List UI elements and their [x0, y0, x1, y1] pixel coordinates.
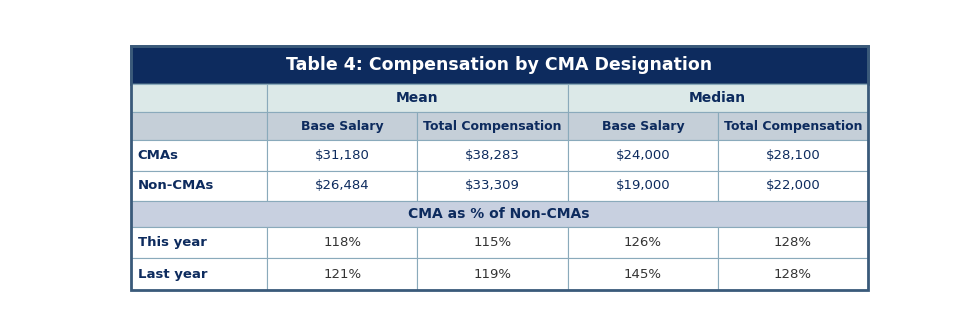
Bar [418, 112, 568, 140]
Bar [267, 258, 418, 290]
Bar [568, 140, 718, 170]
Text: 128%: 128% [773, 236, 811, 249]
Text: $38,283: $38,283 [466, 149, 520, 162]
Text: This year: This year [137, 236, 206, 249]
Text: $33,309: $33,309 [466, 179, 520, 192]
Bar [131, 46, 868, 84]
Bar [568, 84, 868, 112]
Bar [267, 112, 418, 140]
Bar [718, 170, 868, 201]
Bar [568, 112, 718, 140]
Text: $22,000: $22,000 [766, 179, 820, 192]
Bar [267, 84, 568, 112]
Bar [568, 227, 718, 258]
Bar [131, 170, 267, 201]
Bar [418, 227, 568, 258]
Bar [718, 140, 868, 170]
Text: 118%: 118% [323, 236, 361, 249]
Text: $26,484: $26,484 [315, 179, 369, 192]
Text: 115%: 115% [473, 236, 511, 249]
Text: 128%: 128% [773, 268, 811, 281]
Text: CMAs: CMAs [137, 149, 178, 162]
Bar [131, 258, 267, 290]
Bar [418, 140, 568, 170]
Text: $31,180: $31,180 [315, 149, 370, 162]
Bar [131, 201, 868, 227]
Bar [718, 258, 868, 290]
Bar [267, 140, 418, 170]
Bar [131, 227, 267, 258]
Bar [568, 258, 718, 290]
Bar [267, 170, 418, 201]
Text: Total Compensation: Total Compensation [424, 120, 562, 133]
Text: Non-CMAs: Non-CMAs [137, 179, 214, 192]
Text: Last year: Last year [137, 268, 207, 281]
Text: CMA as % of Non-CMAs: CMA as % of Non-CMAs [408, 207, 590, 221]
Text: Table 4: Compensation by CMA Designation: Table 4: Compensation by CMA Designation [286, 56, 712, 74]
Text: $24,000: $24,000 [616, 149, 670, 162]
Text: Base Salary: Base Salary [301, 120, 384, 133]
Text: 119%: 119% [473, 268, 511, 281]
Text: $28,100: $28,100 [766, 149, 820, 162]
Text: Total Compensation: Total Compensation [724, 120, 862, 133]
Text: $19,000: $19,000 [616, 179, 670, 192]
Bar [568, 170, 718, 201]
Bar [131, 84, 267, 112]
Bar [418, 170, 568, 201]
Text: Median: Median [689, 91, 746, 105]
Bar [267, 227, 418, 258]
Text: 145%: 145% [623, 268, 662, 281]
Bar [718, 112, 868, 140]
Bar [131, 140, 267, 170]
Text: 126%: 126% [623, 236, 662, 249]
Text: 121%: 121% [323, 268, 361, 281]
Bar [131, 112, 267, 140]
Bar [718, 227, 868, 258]
Bar [418, 258, 568, 290]
Text: Base Salary: Base Salary [602, 120, 684, 133]
Text: Mean: Mean [396, 91, 438, 105]
